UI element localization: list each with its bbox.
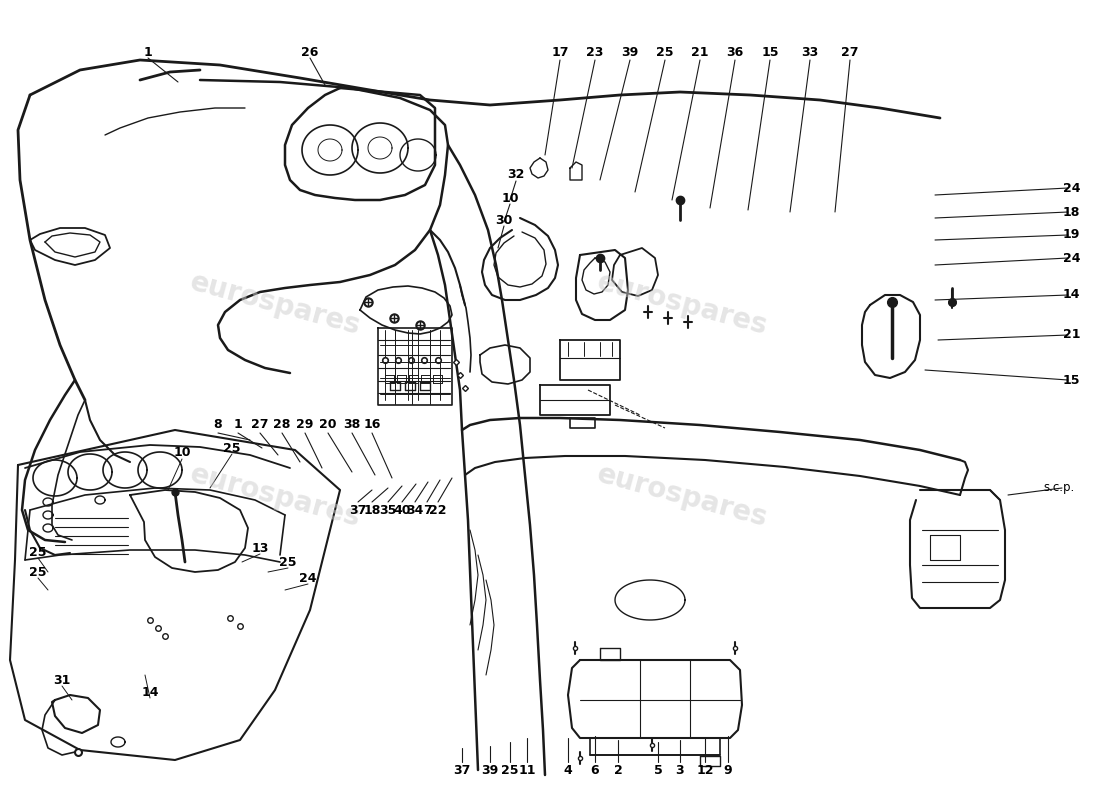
- Text: eurospares: eurospares: [187, 460, 363, 532]
- Text: 18: 18: [363, 503, 381, 517]
- Text: 39: 39: [621, 46, 639, 58]
- Text: 30: 30: [495, 214, 513, 226]
- Text: 25: 25: [657, 46, 673, 58]
- Text: 39: 39: [482, 763, 498, 777]
- Text: 15: 15: [1063, 374, 1080, 386]
- Text: 35: 35: [379, 503, 397, 517]
- Text: 36: 36: [726, 46, 744, 58]
- Text: 6: 6: [591, 763, 600, 777]
- Text: 25: 25: [30, 566, 46, 578]
- Text: 10: 10: [502, 191, 519, 205]
- Text: 17: 17: [551, 46, 569, 58]
- Text: 24: 24: [1063, 182, 1080, 194]
- Text: eurospares: eurospares: [187, 268, 363, 340]
- Text: 37: 37: [453, 763, 471, 777]
- Text: 16: 16: [363, 418, 381, 431]
- Text: eurospares: eurospares: [594, 460, 770, 532]
- Text: 1: 1: [144, 46, 153, 58]
- Text: 19: 19: [1063, 229, 1080, 242]
- Text: 24: 24: [299, 571, 317, 585]
- Text: 37: 37: [350, 503, 366, 517]
- Text: 21: 21: [1063, 329, 1080, 342]
- Text: 10: 10: [174, 446, 190, 459]
- Text: 1: 1: [233, 418, 242, 431]
- Text: 8: 8: [213, 418, 222, 431]
- Text: 25: 25: [223, 442, 241, 454]
- Text: 32: 32: [507, 169, 525, 182]
- Text: 12: 12: [696, 763, 714, 777]
- Text: 22: 22: [429, 503, 447, 517]
- Text: 14: 14: [1063, 289, 1080, 302]
- Text: 3: 3: [675, 763, 684, 777]
- Text: 11: 11: [518, 763, 536, 777]
- Text: 18: 18: [1063, 206, 1080, 218]
- Text: 7: 7: [422, 503, 431, 517]
- Text: 27: 27: [842, 46, 859, 58]
- Text: s.c.p.: s.c.p.: [1044, 482, 1075, 494]
- Text: 24: 24: [1063, 251, 1080, 265]
- Text: 25: 25: [279, 555, 297, 569]
- Text: 14: 14: [141, 686, 158, 698]
- Text: 26: 26: [301, 46, 319, 58]
- Text: 28: 28: [273, 418, 290, 431]
- Text: 21: 21: [691, 46, 708, 58]
- Text: 2: 2: [614, 763, 623, 777]
- Text: 15: 15: [761, 46, 779, 58]
- Text: 25: 25: [502, 763, 519, 777]
- Text: 5: 5: [653, 763, 662, 777]
- Text: 29: 29: [296, 418, 314, 431]
- Text: eurospares: eurospares: [594, 268, 770, 340]
- Text: 40: 40: [394, 503, 410, 517]
- Text: 9: 9: [724, 763, 733, 777]
- Text: 4: 4: [563, 763, 572, 777]
- Text: 33: 33: [802, 46, 818, 58]
- Text: 31: 31: [53, 674, 70, 686]
- Text: 23: 23: [586, 46, 604, 58]
- Text: 27: 27: [251, 418, 268, 431]
- Text: 20: 20: [319, 418, 337, 431]
- Text: 13: 13: [251, 542, 268, 554]
- Text: 38: 38: [343, 418, 361, 431]
- Text: 25: 25: [30, 546, 46, 558]
- Text: 34: 34: [406, 503, 424, 517]
